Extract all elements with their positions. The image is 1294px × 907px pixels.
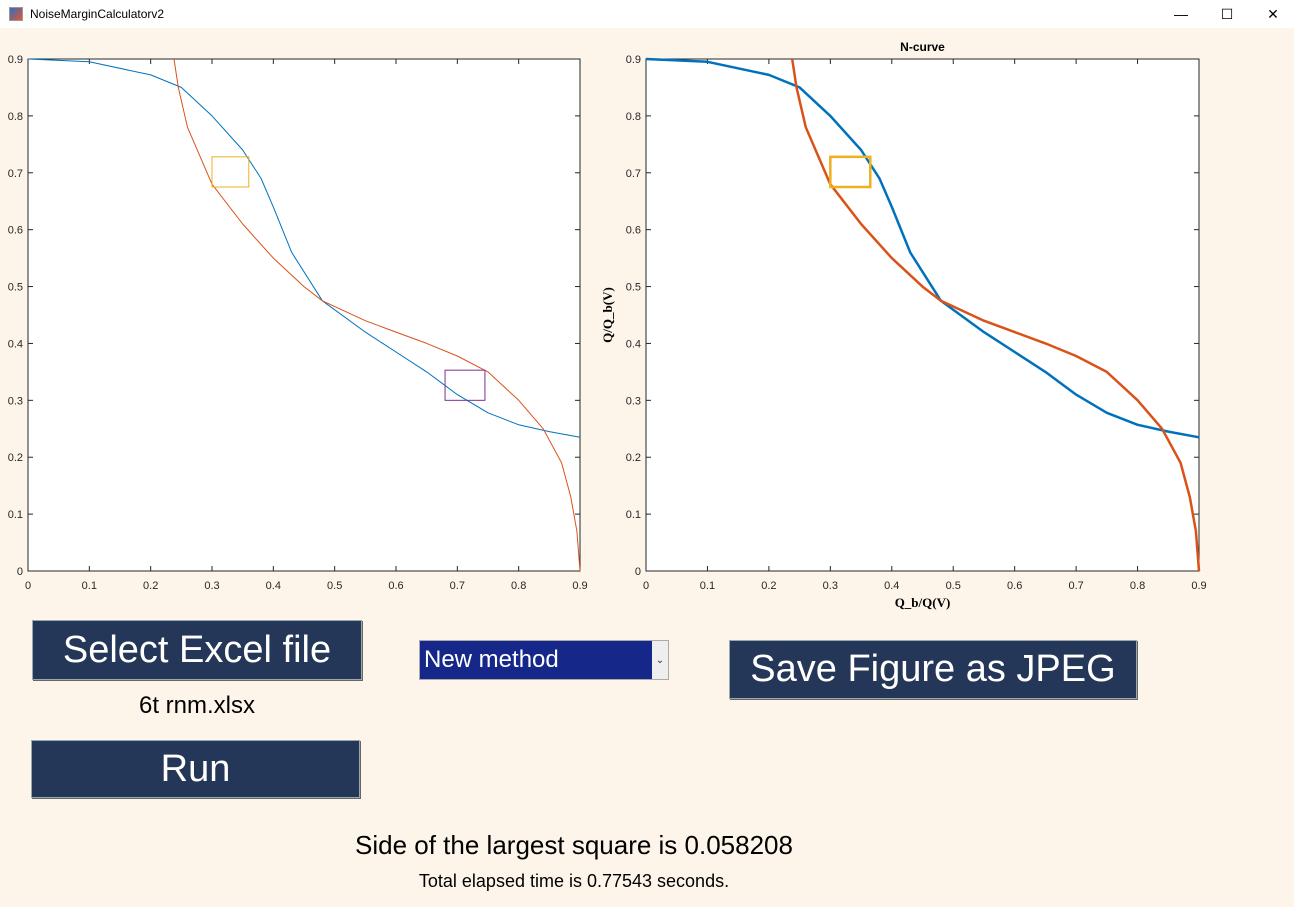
x-tick-label: 0.8: [1130, 580, 1145, 592]
curve-blue: [645, 57, 1200, 439]
matlab-app-icon: [9, 7, 23, 21]
largest-square: [829, 155, 872, 189]
file-name-label: 6t rnm.xlsx: [138, 692, 255, 719]
largest-square-result: Side of the largest square is 0.058208: [355, 830, 793, 860]
select-excel-file-button[interactable]: Select Excel file: [32, 620, 362, 680]
y-tick-label: 0.1: [8, 509, 23, 521]
x-tick-label: 0.6: [1007, 580, 1022, 592]
y-tick-label: 0.3: [626, 395, 641, 407]
method-dropdown[interactable]: New method ⌄: [419, 640, 669, 680]
x-tick-label: 0.5: [946, 580, 961, 592]
y-tick-label: 0.8: [626, 111, 641, 123]
y-tick-label: 0.3: [8, 395, 23, 407]
plots-area: 0 0.1 0.2 0.3 0.4 0.5 0.6 0.7 0.8 0.9 0 0.1 0.2 0.3 0.…: [8, 40, 1207, 610]
x-tick-label: 0.3: [204, 580, 219, 592]
title-bar: NoiseMarginCalculatorv2 — ☐ ✕: [0, 0, 1294, 28]
close-button[interactable]: ✕: [1267, 5, 1279, 22]
y-tick-label: 0.6: [8, 225, 23, 237]
x-tick-label: 0.7: [1068, 580, 1083, 592]
x-tick-label: 0.6: [388, 580, 403, 592]
maximize-button[interactable]: ☐: [1220, 5, 1234, 22]
x-tick-label: 0.4: [884, 580, 899, 592]
x-tick-label: 0.9: [1191, 580, 1206, 592]
chevron-down-icon[interactable]: ⌄: [652, 641, 668, 679]
y-tick-label: 0.6: [626, 225, 641, 237]
axes-2: 0 0.1 0.2 0.3 0.4 0.5 0.6 0.7 0.8 0.9 0 0.1 0.2 0.3 0.…: [600, 40, 1207, 610]
y-tick-label: 0.9: [626, 54, 641, 66]
y-tick-label: 0.5: [626, 282, 641, 294]
x-tick-label: 0: [25, 580, 31, 592]
axes-box: [27, 58, 581, 572]
curve-blue: [27, 58, 581, 438]
x-axis-label: Q_b/Q(V): [895, 595, 951, 610]
axes-1: 0 0.1 0.2 0.3 0.4 0.5 0.6 0.7 0.8 0.9 0 0.1 0.2 0.3 0.…: [8, 54, 588, 592]
x-tick-label: 0.8: [511, 580, 526, 592]
x-tick-label: 0.3: [823, 580, 838, 592]
x-tick-label: 0.7: [450, 580, 465, 592]
window-title: NoiseMarginCalculatorv2: [30, 7, 165, 21]
x-tick-label: 0.1: [700, 580, 715, 592]
chart-title: N-curve: [900, 40, 945, 54]
x-tick-label: 0.2: [761, 580, 776, 592]
x-tick-label: 0: [643, 580, 649, 592]
x-tick-label: 0.5: [327, 580, 342, 592]
y-tick-label: 0.7: [626, 168, 641, 180]
y-tick-label: 0.2: [8, 452, 23, 464]
run-button[interactable]: Run: [31, 740, 360, 798]
minimize-button[interactable]: —: [1174, 6, 1188, 22]
y-tick-label: 0: [635, 566, 641, 578]
x-tick-label: 0.1: [82, 580, 97, 592]
x-tick-label: 0.4: [266, 580, 281, 592]
y-tick-label: 0.4: [626, 338, 641, 350]
y-tick-label: 0: [17, 566, 23, 578]
axes-box: [645, 58, 1200, 572]
y-axis-label: Q/Q_b(V): [600, 287, 615, 343]
method-dropdown-value: New method: [424, 646, 559, 673]
y-tick-label: 0.4: [8, 338, 23, 350]
y-tick-label: 0.2: [626, 452, 641, 464]
save-figure-button[interactable]: Save Figure as JPEG: [729, 640, 1137, 699]
y-tick-label: 0.9: [8, 54, 23, 66]
y-tick-label: 0.1: [626, 509, 641, 521]
y-tick-label: 0.8: [8, 111, 23, 123]
y-tick-label: 0.7: [8, 168, 23, 180]
largest-square: [211, 156, 250, 188]
largest-square: [444, 369, 486, 401]
x-tick-label: 0.9: [572, 580, 587, 592]
x-tick-label: 0.2: [143, 580, 158, 592]
y-tick-label: 0.5: [8, 282, 23, 294]
elapsed-time-result: Total elapsed time is 0.77543 seconds.: [418, 871, 730, 891]
